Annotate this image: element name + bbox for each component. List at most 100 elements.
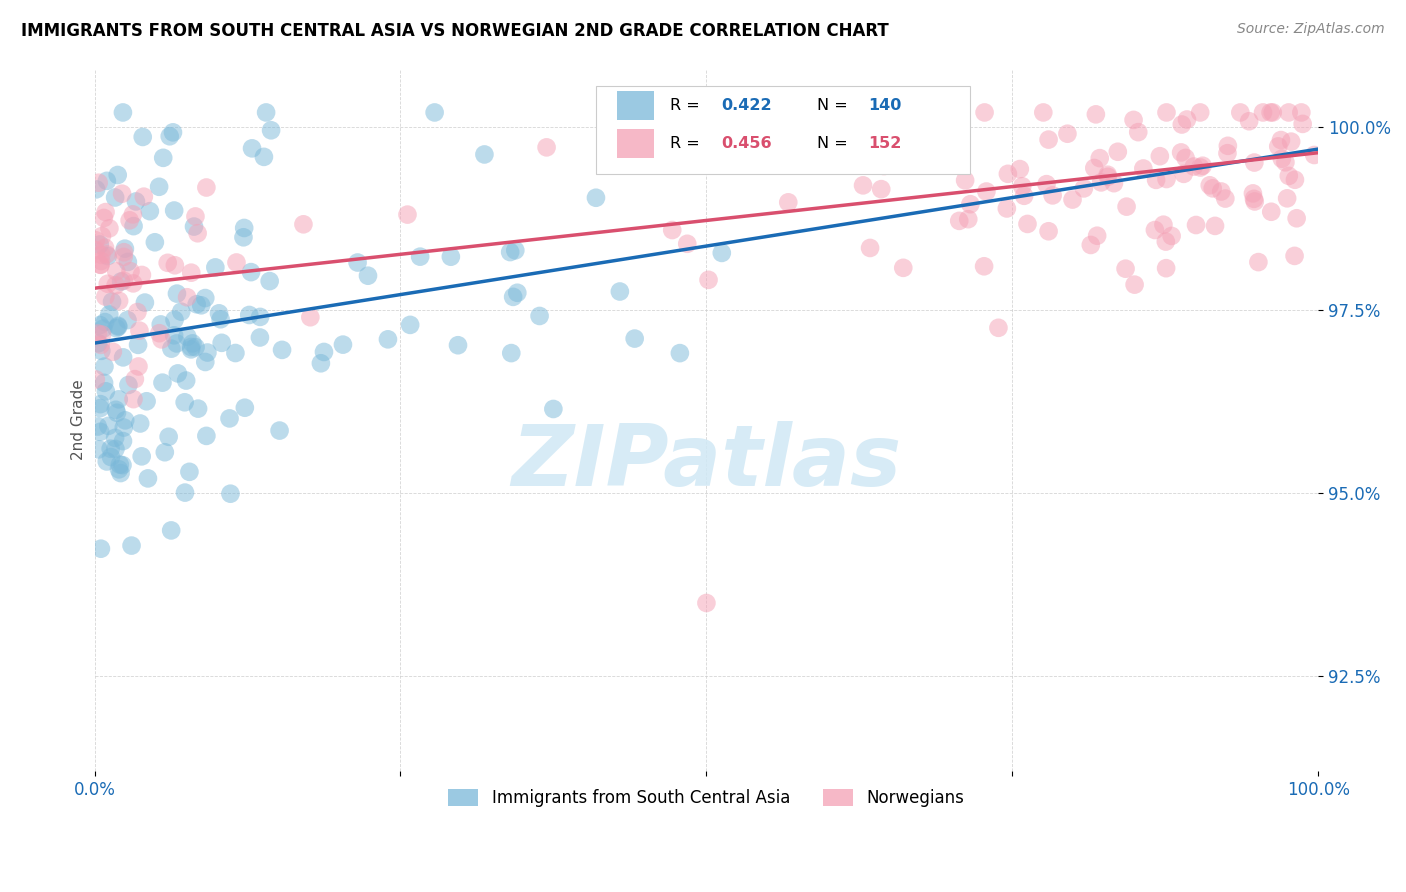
Point — [118, 213, 141, 227]
Point — [309, 356, 332, 370]
Point — [1038, 224, 1060, 238]
Point — [1173, 167, 1195, 181]
Point — [1042, 188, 1064, 202]
Point — [91, 321, 114, 335]
Point — [505, 244, 527, 258]
Point — [1267, 139, 1289, 153]
Point — [1132, 161, 1154, 176]
Point — [661, 223, 683, 237]
Point — [186, 297, 208, 311]
Point — [1243, 155, 1265, 169]
Point — [104, 431, 127, 445]
Point — [89, 397, 111, 411]
Point — [695, 596, 717, 610]
Point — [87, 419, 110, 434]
Point — [973, 260, 995, 274]
Point — [269, 424, 291, 438]
Point — [105, 406, 128, 420]
Point — [1271, 152, 1294, 166]
Point — [987, 320, 1010, 334]
Point — [89, 237, 111, 252]
Point — [623, 332, 645, 346]
Point — [111, 458, 134, 472]
Point — [529, 309, 551, 323]
Point — [1185, 218, 1208, 232]
Point — [84, 233, 107, 247]
Point — [271, 343, 294, 357]
Point — [152, 376, 174, 390]
Point — [104, 190, 127, 204]
Point — [121, 539, 143, 553]
Text: N =: N = — [817, 136, 852, 151]
Point — [1211, 185, 1233, 199]
Point — [1038, 132, 1060, 146]
Point — [84, 372, 107, 386]
Point — [89, 425, 111, 439]
Point — [1143, 223, 1166, 237]
Point — [1090, 175, 1112, 189]
Point — [94, 241, 117, 255]
Point — [1144, 173, 1167, 187]
Point — [156, 256, 179, 270]
Text: 152: 152 — [868, 136, 901, 151]
Point — [180, 343, 202, 357]
Point — [90, 254, 112, 268]
Point — [1189, 105, 1212, 120]
Point — [122, 219, 145, 234]
Point — [136, 471, 159, 485]
Point — [731, 105, 754, 120]
Point — [117, 313, 139, 327]
Point — [1182, 160, 1205, 174]
Point — [873, 159, 896, 173]
Point — [474, 147, 496, 161]
Point — [852, 178, 875, 193]
Point — [259, 274, 281, 288]
Point — [1270, 133, 1292, 147]
Point — [195, 429, 218, 443]
Point — [89, 258, 111, 272]
Point — [98, 221, 121, 235]
Point — [838, 127, 860, 141]
Point — [97, 277, 120, 291]
Point — [176, 290, 198, 304]
Point — [1115, 200, 1137, 214]
Text: Source: ZipAtlas.com: Source: ZipAtlas.com — [1237, 22, 1385, 37]
Point — [1160, 229, 1182, 244]
Point — [105, 264, 128, 278]
Point — [90, 541, 112, 556]
Point — [543, 401, 565, 416]
Point — [396, 208, 419, 222]
Point — [240, 265, 263, 279]
Point — [976, 185, 998, 199]
Point — [1243, 194, 1265, 209]
Point — [219, 486, 242, 500]
Point — [108, 293, 131, 308]
Point — [440, 250, 463, 264]
Point — [90, 248, 112, 262]
Point — [100, 450, 122, 464]
Point — [127, 359, 149, 374]
Point — [112, 351, 135, 365]
Point — [104, 278, 127, 293]
Point — [94, 315, 117, 329]
Point — [1011, 179, 1033, 194]
Point — [96, 174, 118, 188]
Point — [299, 310, 322, 325]
Point — [238, 308, 260, 322]
Point — [180, 266, 202, 280]
Point — [117, 255, 139, 269]
Point — [187, 401, 209, 416]
Text: 140: 140 — [868, 98, 901, 113]
Point — [1149, 149, 1171, 163]
Point — [111, 186, 134, 201]
Point — [585, 191, 607, 205]
Point — [399, 318, 422, 332]
Point — [110, 275, 132, 289]
Point — [134, 295, 156, 310]
Point — [502, 290, 524, 304]
Point — [957, 212, 980, 227]
Point — [1008, 162, 1031, 177]
Point — [105, 321, 128, 335]
Point — [676, 236, 699, 251]
Point — [1251, 105, 1274, 120]
